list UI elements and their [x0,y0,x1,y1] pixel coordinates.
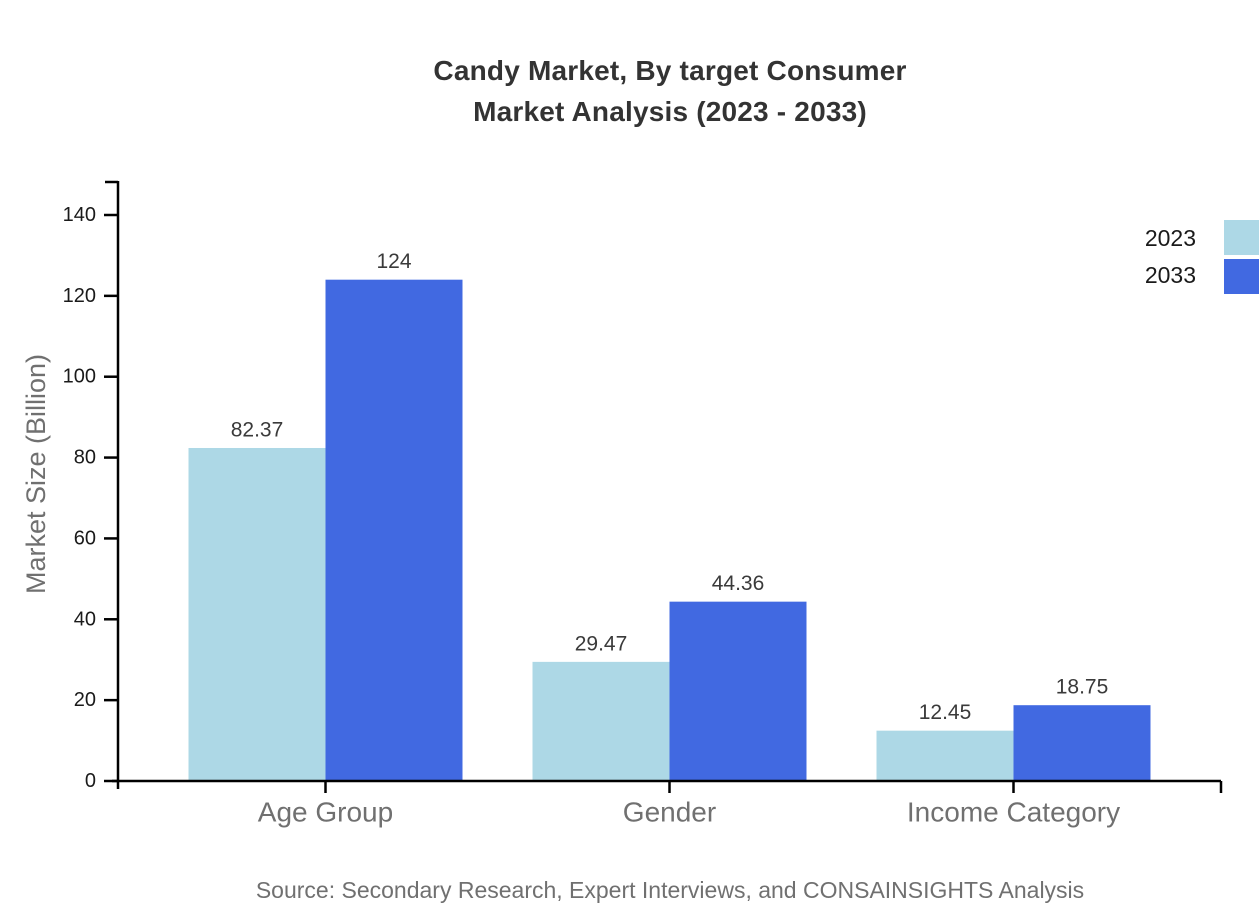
y-axis-label: Market Size (Billion) [21,354,51,594]
chart-title-line2: Market Analysis (2023 - 2033) [473,96,867,127]
y-tick-label: 140 [63,204,96,226]
bar-value-label: 124 [376,250,411,273]
bar-2033-age-group [325,279,463,781]
chart-title: Candy Market, By target Consumer Market … [118,50,1222,132]
bar-value-label: 29.47 [575,632,628,655]
y-tick-label: 80 [74,447,96,469]
y-tick-label: 120 [63,285,96,307]
x-category-label-gender: Gender [623,797,716,828]
bar-2023-age-group [188,447,326,781]
legend-swatch-2033 [1224,259,1259,294]
bar-2033-income-category [1013,705,1151,781]
bar-2033-gender [669,601,807,781]
y-tick-label: 60 [74,527,96,549]
bar-value-label: 44.36 [712,572,765,595]
source-note: Source: Secondary Research, Expert Inter… [255,877,1085,903]
y-tick-label: 20 [74,689,96,711]
y-tick-label: 100 [63,366,96,388]
y-tick-label: 0 [85,770,96,792]
legend-label-2033: 2033 [1145,262,1196,288]
bar-value-label: 12.45 [919,701,972,724]
legend-swatch-2023 [1224,220,1259,255]
bar-value-label: 82.37 [231,418,284,441]
bar-2023-income-category [876,730,1014,781]
x-category-label-age-group: Age Group [258,797,393,828]
bar-value-label: 18.75 [1056,676,1109,699]
x-category-label-income-category: Income Category [907,797,1120,828]
y-tick-label: 40 [74,608,96,630]
legend-label-2023: 2023 [1145,225,1196,251]
bar-2023-gender [532,661,670,781]
chart-title-line1: Candy Market, By target Consumer [433,55,907,86]
